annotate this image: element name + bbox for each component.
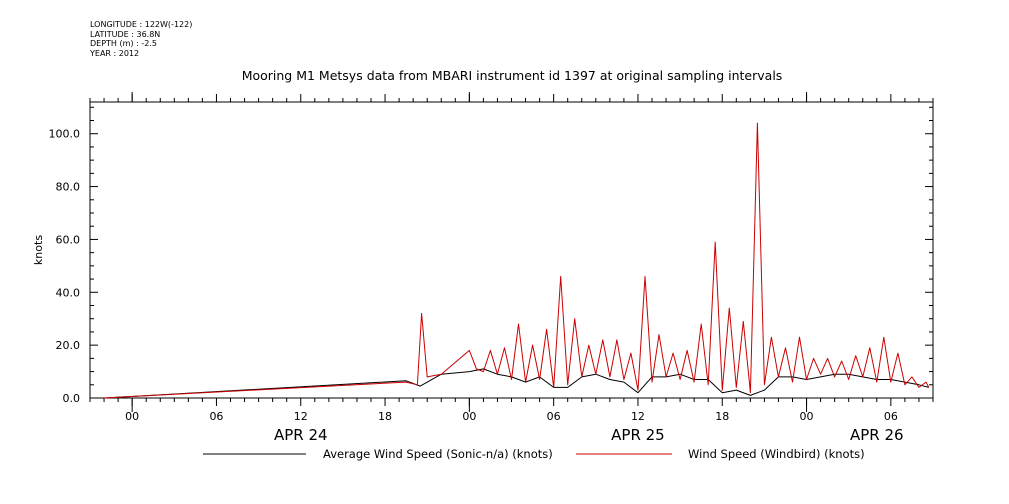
legend-label: Wind Speed (Windbird) (knots): [688, 447, 865, 461]
y-tick-label: 0.0: [63, 392, 81, 405]
plot-border: [89, 101, 934, 399]
x-tick-label: 06: [547, 410, 561, 423]
x-tick-label: 06: [884, 410, 898, 423]
location-metadata: LONGITUDE : 122W(-122) LATITUDE : 36.8N …: [90, 20, 192, 58]
year-text: YEAR : 2012: [90, 48, 140, 58]
x-day-label: APR 26: [850, 426, 904, 444]
x-tick-label: 00: [125, 410, 139, 423]
x-tick-label: 00: [800, 410, 814, 423]
x-day-label: APR 25: [611, 426, 665, 444]
series-lines: [103, 122, 930, 399]
legend-label: Average Wind Speed (Sonic-n/a) (knots): [323, 447, 553, 461]
x-tick-label: 12: [631, 410, 645, 423]
windbird-wind-speed-line: [103, 122, 930, 399]
y-tick-label: 20.0: [56, 339, 81, 352]
x-axis: 00 06 12 18 00 06 12 18 00 06 APR 24 APR 25 APR 26: [89, 92, 934, 444]
y-tick-label: 40.0: [56, 286, 81, 299]
depth-text: DEPTH (m) : -2.5: [90, 39, 157, 48]
latitude-text: LATITUDE : 36.8N: [90, 29, 161, 39]
x-tick-label: 00: [462, 410, 476, 423]
y-axis: 0.0 20.0 40.0 60.0 80.0 100.0: [49, 106, 933, 405]
plot-frame: [89, 101, 934, 399]
y-tick-label: 100.0: [49, 128, 81, 141]
x-tick-label: 12: [294, 410, 308, 423]
chart-title: Mooring M1 Metsys data from MBARI instru…: [241, 68, 783, 83]
y-tick-label: 60.0: [56, 233, 81, 246]
x-tick-label: 18: [378, 410, 392, 423]
x-tick-label: 06: [209, 410, 223, 423]
y-axis-label: knots: [32, 235, 45, 265]
x-day-label: APR 24: [274, 426, 328, 444]
y-tick-label: 80.0: [56, 181, 81, 194]
x-tick-label: 18: [715, 410, 729, 423]
legend: Average Wind Speed (Sonic-n/a) (knots) Wi…: [203, 447, 865, 461]
longitude-text: LONGITUDE : 122W(-122): [90, 20, 193, 29]
